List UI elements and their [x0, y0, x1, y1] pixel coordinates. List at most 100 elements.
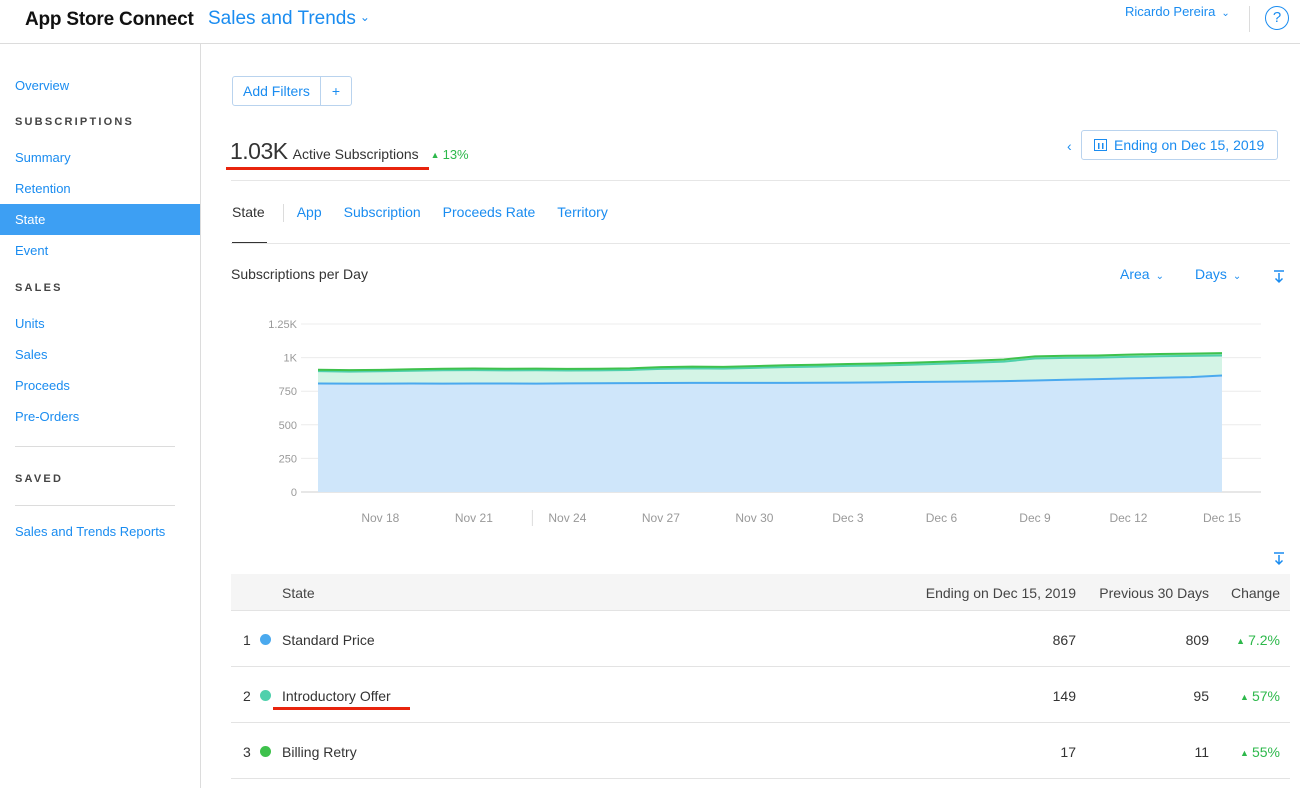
y-tick-label: 500 [279, 420, 297, 432]
col-previous-header[interactable]: Previous 30 Days [1099, 585, 1209, 601]
sidebar-divider [15, 505, 175, 506]
x-tick-label: Nov 18 [361, 511, 399, 525]
chevron-down-icon: ⌄ [1155, 271, 1164, 282]
top-bar: App Store Connect Sales and Trends ⌄ Rica… [0, 0, 1300, 44]
series-area-standard-price [318, 375, 1222, 492]
row-rank: 3 [243, 744, 251, 760]
series-line-introductory-offer [317, 354, 1223, 373]
row-current: 867 [1052, 632, 1076, 648]
annotation-underline [226, 167, 429, 170]
divider [231, 180, 1290, 181]
row-state: Standard Price [282, 632, 375, 648]
series-color-dot [260, 634, 271, 645]
row-change: ▲ 7.2% [1236, 632, 1280, 648]
row-previous: 11 [1194, 744, 1209, 760]
x-tick-label: Nov 30 [735, 511, 773, 525]
chart-type-dropdown[interactable]: Area ⌄ [1120, 266, 1164, 282]
row-current: 149 [1052, 688, 1076, 704]
metric-change: ▲ 13% [431, 147, 469, 162]
user-menu[interactable]: Ricardo Pereira ⌄ [1125, 4, 1230, 19]
series-color-dot [260, 746, 271, 757]
x-tick-label: Nov 24 [548, 511, 586, 525]
sidebar-heading-sales: SALES [15, 282, 63, 294]
sidebar-item-state[interactable]: State [0, 204, 200, 235]
x-tick-label: Dec 6 [926, 511, 958, 525]
y-tick-label: 0 [291, 487, 297, 499]
add-filter-plus-button[interactable]: + [331, 83, 341, 99]
sidebar-item-proceeds[interactable]: Proceeds [15, 378, 70, 393]
download-table-icon[interactable] [1273, 552, 1285, 566]
date-range-button[interactable]: Ending on Dec 15, 2019 [1081, 130, 1278, 160]
divider [231, 243, 1290, 244]
series-line-billing-retry [317, 352, 1223, 372]
chevron-down-icon: ⌄ [1232, 271, 1242, 282]
x-tick-label: Nov 21 [455, 511, 493, 525]
active-subscriptions-metric: 1.03K Active Subscriptions ▲ 13% [230, 138, 469, 165]
sidebar-item-sales-trends-reports[interactable]: Sales and Trends Reports [15, 524, 166, 539]
help-icon[interactable]: ? [1265, 6, 1289, 30]
chevron-down-icon: ⌄ [359, 10, 370, 24]
row-change-value: 57% [1251, 688, 1280, 704]
add-filters-label[interactable]: Add Filters [233, 77, 321, 105]
sidebar-item-units[interactable]: Units [15, 316, 45, 331]
annotation-underline [273, 707, 410, 710]
arrow-up-icon: ▲ [1236, 636, 1246, 646]
series-color-dot [260, 690, 271, 701]
x-tick-label: Nov 27 [642, 511, 680, 525]
row-change-value: 55% [1251, 744, 1280, 760]
row-rank: 2 [243, 688, 251, 704]
user-name: Ricardo Pereira [1125, 4, 1216, 19]
metric-change-value: 13% [442, 147, 469, 162]
period-dropdown[interactable]: Days ⌄ [1195, 266, 1241, 282]
tab-state[interactable]: State [232, 204, 265, 220]
x-tick-label: Dec 12 [1109, 511, 1147, 525]
add-filters-button[interactable]: Add Filters + [232, 76, 352, 106]
row-state: Billing Retry [282, 744, 357, 760]
col-state-header[interactable]: State [282, 585, 315, 601]
sidebar-item-event[interactable]: Event [15, 243, 49, 258]
sidebar-item-summary[interactable]: Summary [15, 150, 71, 165]
sidebar-item-sales[interactable]: Sales [15, 347, 48, 362]
sidebar-item-retention[interactable]: Retention [15, 181, 71, 196]
sidebar-heading-subscriptions: SUBSCRIPTIONS [15, 116, 135, 128]
main-content: Add Filters + 1.03K Active Subscriptions… [201, 44, 1300, 788]
tab-proceeds-rate[interactable]: Proceeds Rate [442, 204, 536, 220]
table-row[interactable]: 1 Standard Price 867 809 ▲ 7.2% [231, 611, 1290, 667]
period-label: Days [1195, 266, 1227, 282]
tab-separator [283, 204, 284, 222]
y-tick-label: 250 [279, 453, 297, 465]
col-current-header[interactable]: Ending on Dec 15, 2019 [925, 585, 1076, 601]
tab-subscription[interactable]: Subscription [343, 204, 421, 220]
calendar-icon [1094, 139, 1107, 151]
tab-territory[interactable]: Territory [557, 204, 608, 220]
date-range-label: Ending on Dec 15, 2019 [1114, 137, 1265, 153]
col-change-header[interactable]: Change [1230, 585, 1280, 601]
row-previous: 95 [1193, 688, 1209, 704]
module-label: Sales and Trends [208, 8, 356, 29]
table-row[interactable]: 3 Billing Retry 17 11 ▲ 55% [231, 723, 1290, 779]
previous-period-arrow[interactable]: ‹ [1067, 138, 1072, 154]
y-tick-label: 750 [279, 386, 297, 398]
arrow-up-icon: ▲ [430, 150, 440, 160]
row-rank: 1 [243, 632, 251, 648]
sidebar-divider [15, 446, 175, 447]
sidebar-item-pre-orders[interactable]: Pre-Orders [15, 409, 80, 424]
sidebar: Overview SUBSCRIPTIONS Summary Retention… [0, 44, 201, 788]
app-brand[interactable]: App Store Connect [25, 9, 194, 30]
tab-app[interactable]: App [296, 204, 322, 220]
x-tick-label: Dec 3 [832, 511, 864, 525]
download-chart-icon[interactable] [1273, 270, 1285, 284]
sidebar-item-overview[interactable]: Overview [15, 78, 70, 93]
chevron-down-icon: ⌄ [1221, 8, 1230, 19]
tab-bar: State App Subscription Proceeds Rate Ter… [232, 204, 630, 220]
metric-value: 1.03K [230, 138, 288, 164]
subscriptions-area-chart: 0 250 500 750 1K 1.25K Nov 18 Nov 21 Nov 24 Nov 2… [268, 319, 1261, 526]
table-row[interactable]: 2 Introductory Offer 149 95 ▲ 57% [231, 667, 1290, 723]
arrow-up-icon: ▲ [1240, 748, 1249, 758]
chart-type-label: Area [1120, 266, 1150, 282]
row-change: ▲ 55% [1240, 744, 1280, 760]
module-selector[interactable]: Sales and Trends ⌄ [208, 8, 370, 30]
table-header: State Ending on Dec 15, 2019 Previous 30… [231, 574, 1290, 611]
x-tick-label: Dec 15 [1203, 511, 1241, 525]
row-change-value: 7.2% [1248, 632, 1280, 648]
